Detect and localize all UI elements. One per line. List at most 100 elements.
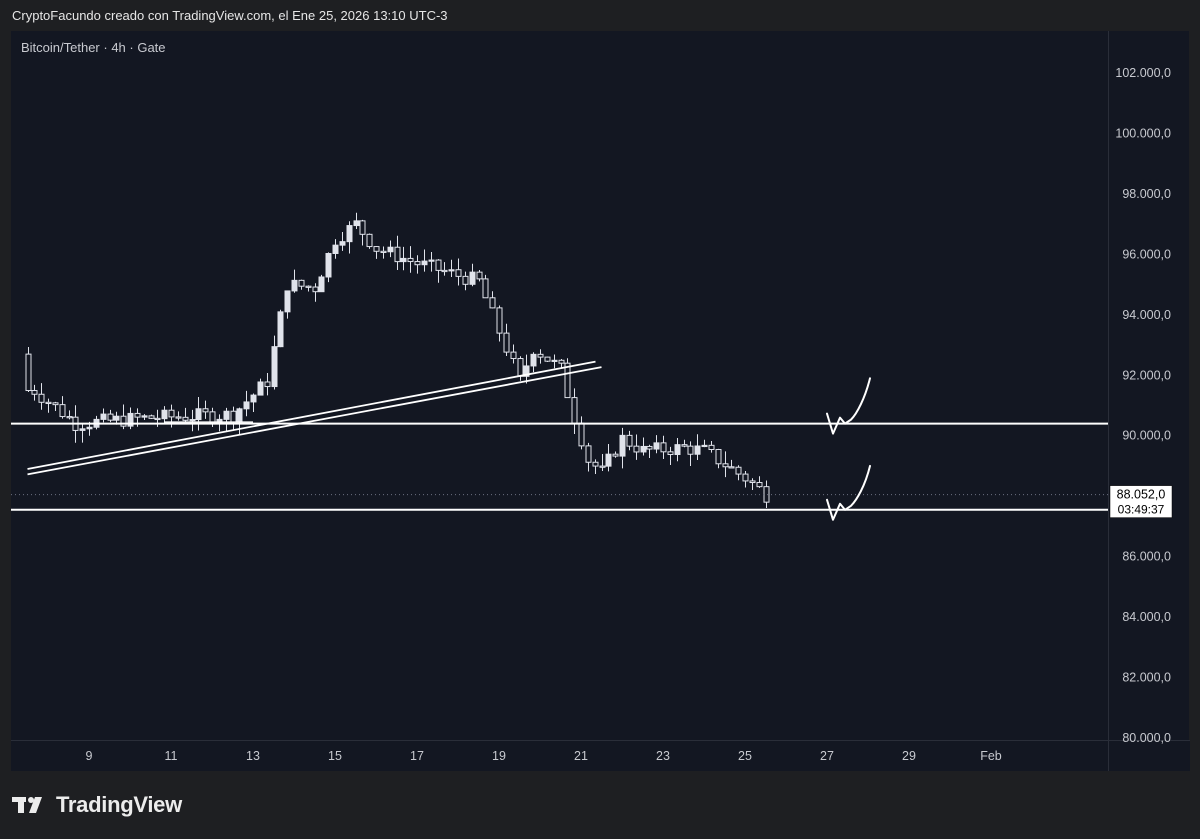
price-tick-label: 80.000,0 (1122, 731, 1171, 745)
brand-logo: TradingView (12, 792, 182, 818)
candle-body (353, 220, 360, 227)
candle-body (373, 246, 380, 252)
candle-body (400, 257, 407, 263)
time-tick-label: 27 (820, 749, 834, 763)
candle-body (592, 461, 599, 467)
candle-body (120, 415, 127, 427)
price-tick-label: 90.000,0 (1122, 429, 1171, 443)
candle-body (715, 449, 722, 465)
time-tick-label: 9 (86, 749, 93, 763)
candle-body (79, 428, 86, 431)
candle-body (312, 286, 319, 293)
candle-body (134, 412, 141, 418)
candle-body (558, 359, 565, 364)
axis-corner (1108, 740, 1190, 771)
candle-body (332, 244, 339, 254)
candles-layer (25, 212, 770, 508)
candle-body (325, 252, 332, 278)
candle-body (113, 415, 120, 421)
candle-body (749, 480, 756, 484)
freehand-projection-mark[interactable] (826, 377, 871, 435)
time-tick-label: 11 (165, 749, 178, 763)
candle-body (722, 463, 729, 468)
trendline[interactable] (27, 366, 602, 476)
candle-body (66, 416, 73, 419)
candle-body (626, 434, 633, 447)
candle-body (435, 259, 442, 271)
candle-body (708, 444, 715, 451)
symbol-legend[interactable]: Bitcoin/Tether · 4h · Gate (21, 40, 166, 55)
candle-body (359, 220, 366, 235)
axis-labels-layer: 80.000,082.000,084.000,086.000,088.000,0… (86, 66, 1173, 763)
candle-body (694, 445, 701, 455)
time-tick-label: 23 (656, 749, 670, 763)
candle-body (298, 279, 305, 287)
candle-body (339, 241, 346, 246)
candle-body (107, 413, 114, 421)
candle-body (271, 346, 278, 388)
candle-body (31, 390, 38, 395)
candle-body (414, 261, 421, 266)
candle-body (674, 444, 681, 456)
candle-body (646, 445, 653, 450)
candle-body (441, 269, 448, 273)
candle-body (564, 362, 571, 399)
candle-body (250, 394, 257, 403)
candle-body (45, 401, 52, 404)
price-tick-label: 100.000,0 (1115, 126, 1171, 140)
candle-body (701, 444, 708, 448)
candle-body (728, 466, 735, 469)
candle-body (530, 353, 537, 367)
freehand-projection-mark[interactable] (826, 464, 871, 521)
candle-body (264, 381, 271, 388)
candle-body (25, 353, 32, 392)
candle-body (202, 408, 209, 413)
candle-body (387, 246, 394, 253)
candle-body (236, 408, 243, 423)
price-tick-label: 86.000,0 (1122, 550, 1171, 564)
candle-body (633, 445, 640, 453)
candle-body (612, 453, 619, 457)
price-tick-label: 102.000,0 (1115, 66, 1171, 80)
price-axis[interactable] (1108, 31, 1189, 740)
candle-body (175, 416, 182, 419)
candle-body (168, 409, 175, 418)
candle-body (517, 358, 524, 377)
candle-body (640, 445, 647, 453)
candle-body (763, 486, 770, 503)
candle-body (291, 279, 298, 292)
candle-body (496, 307, 503, 334)
candle-body (469, 271, 476, 285)
current-price-label: 88.052,0 (1117, 488, 1166, 502)
candle-body (421, 260, 428, 266)
time-axis[interactable] (11, 740, 1108, 771)
candle-body (223, 410, 230, 420)
candle-body (52, 402, 59, 406)
candle-body (462, 275, 469, 285)
time-tick-label: 19 (492, 749, 506, 763)
candle-body (571, 397, 578, 424)
candle-body (154, 417, 161, 421)
candle-body (742, 473, 749, 482)
candle-body (407, 257, 414, 263)
candle-body (448, 269, 455, 272)
candle-body (455, 269, 462, 277)
candle-body (489, 297, 496, 309)
chart-pane[interactable] (11, 31, 1108, 740)
candle-body (59, 404, 66, 418)
candle-body (230, 410, 237, 423)
candle-body (380, 250, 387, 253)
candle-body (653, 442, 660, 450)
time-tick-label: 15 (328, 749, 342, 763)
candle-body (585, 445, 592, 463)
candle-body (687, 445, 694, 455)
trendline[interactable] (27, 360, 596, 470)
candle-body (148, 415, 155, 419)
candle-body (182, 416, 189, 421)
candle-body (605, 453, 612, 467)
candle-body (195, 408, 202, 421)
candle-body (619, 434, 626, 457)
candle-body (756, 482, 763, 488)
candle-body (243, 401, 250, 410)
candle-body (86, 426, 93, 430)
